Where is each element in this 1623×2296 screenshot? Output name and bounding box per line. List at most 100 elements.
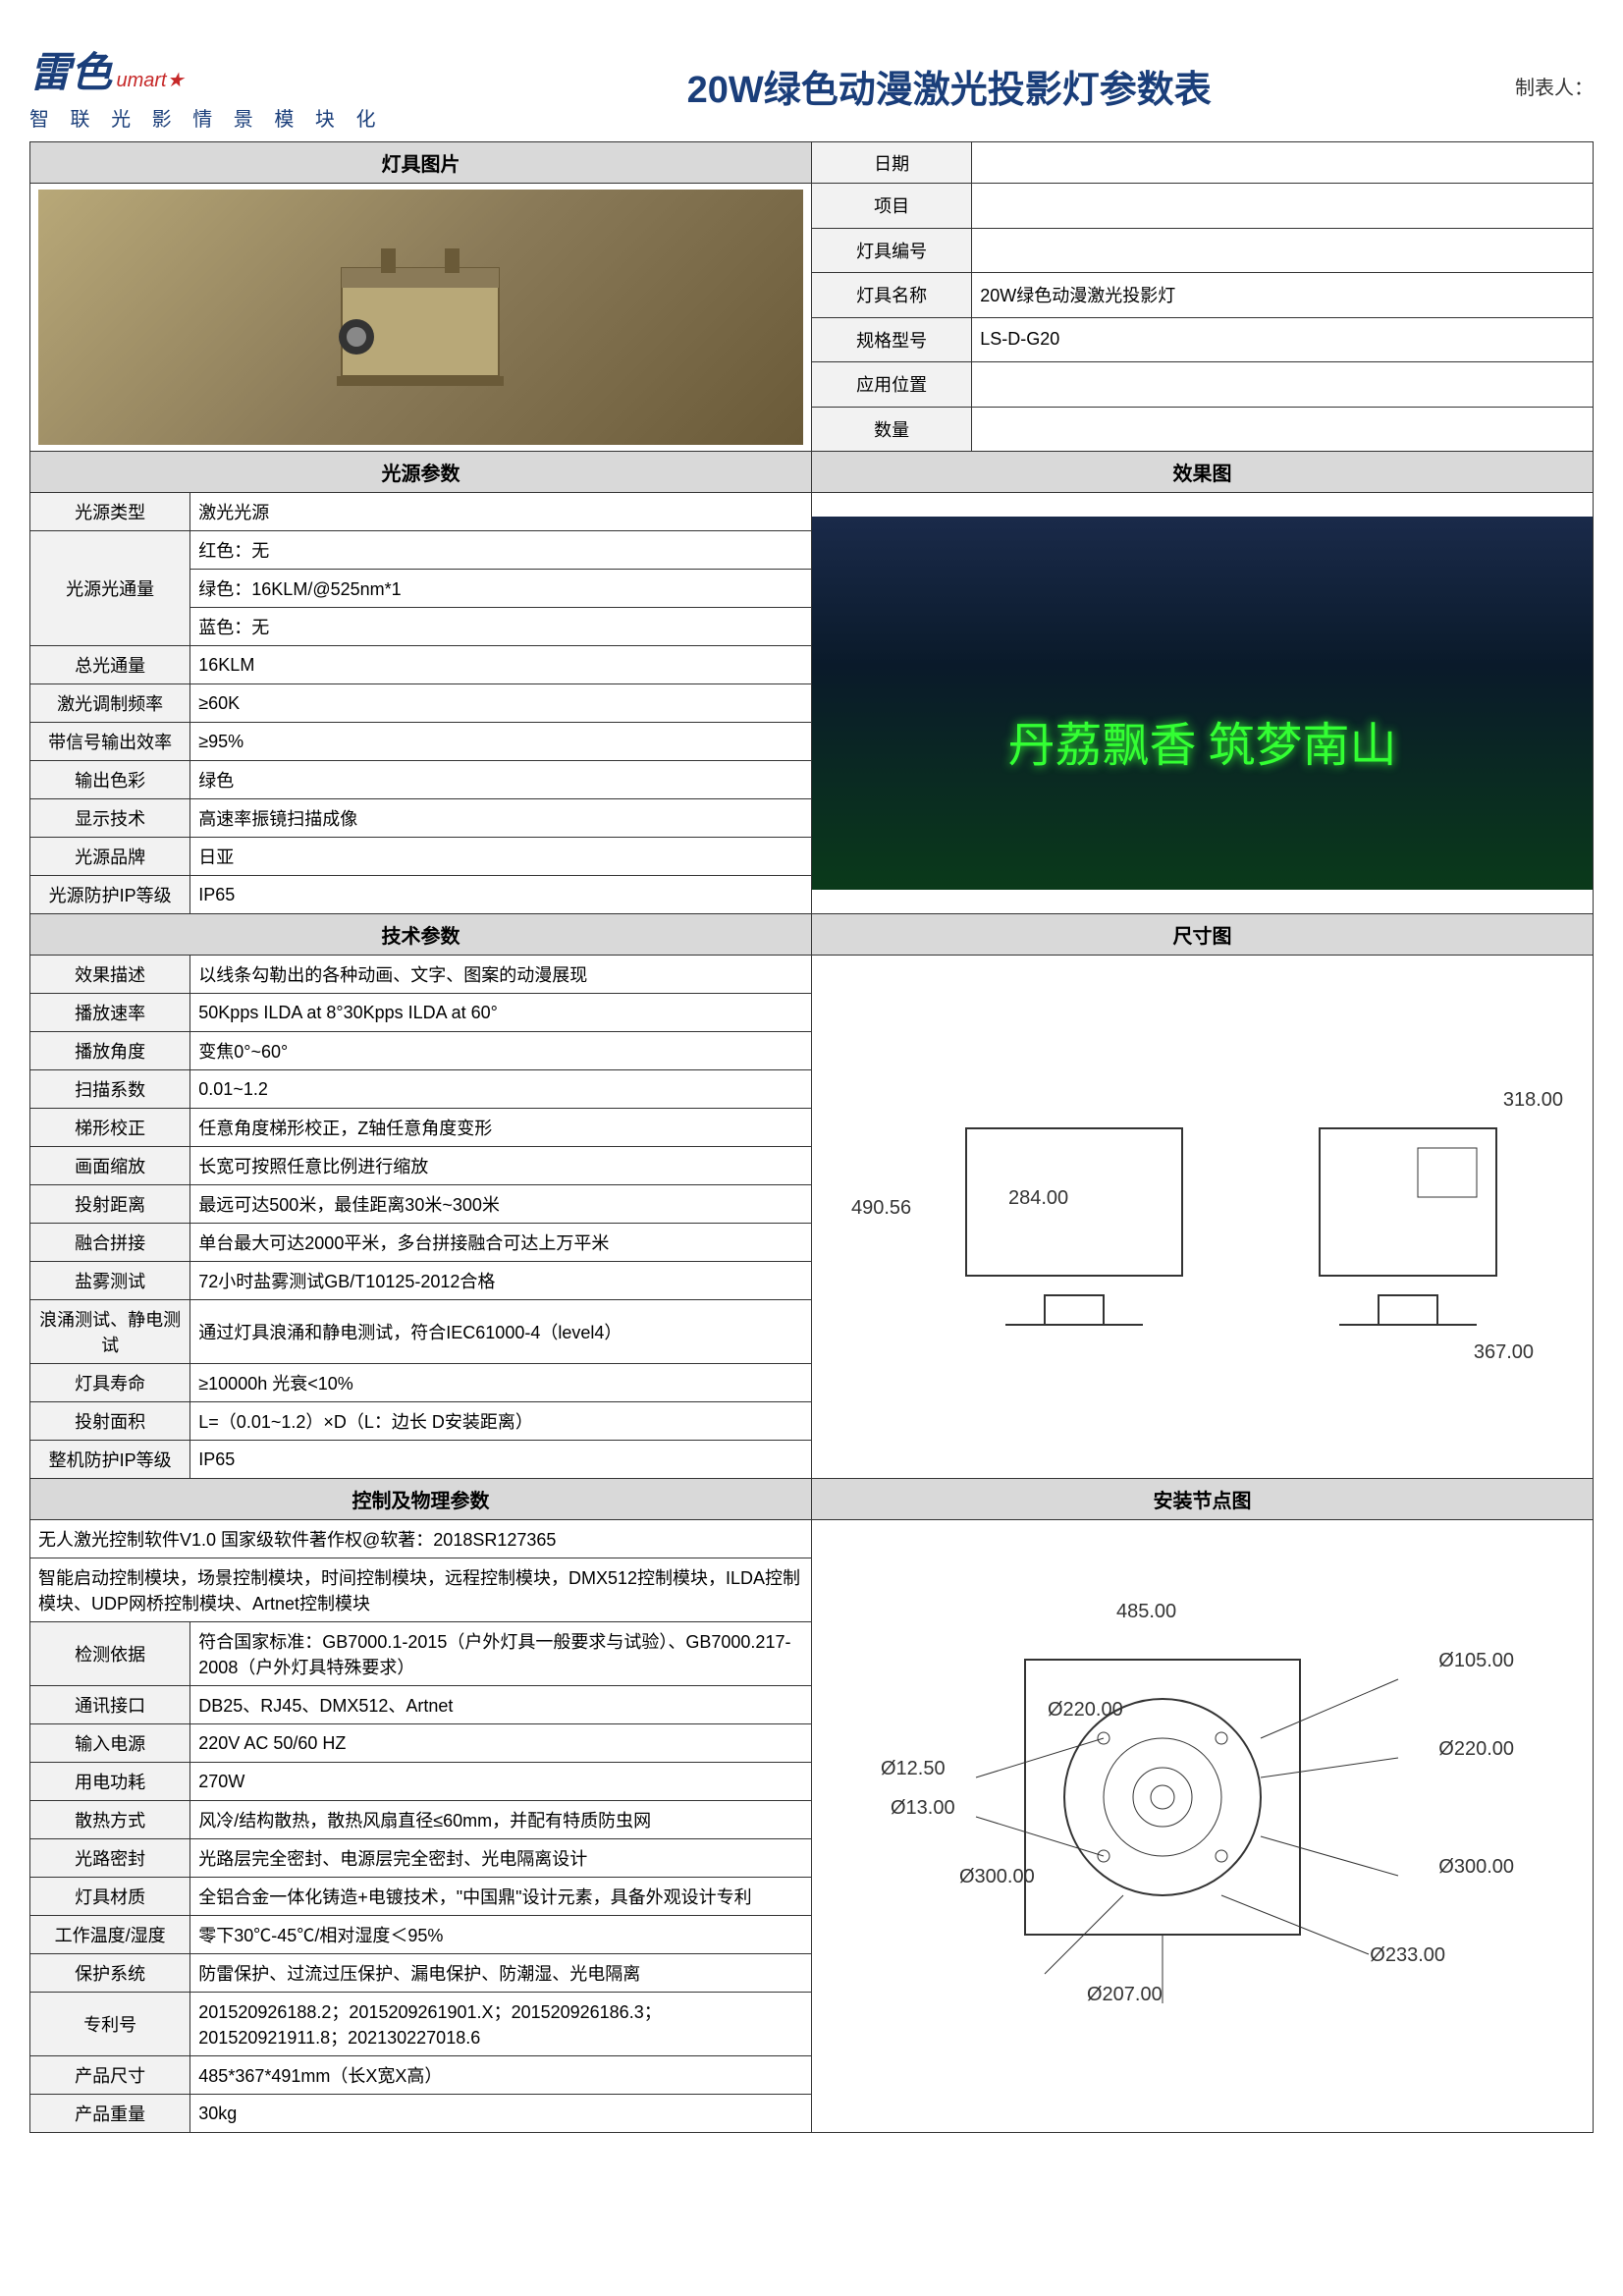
value-tech-5: 长宽可按照任意比例进行缩放 [190,1147,812,1185]
value-fixture-no [972,228,1594,273]
value-ctrl-9: 201520926188.2；201520926190­1.X；20152092… [190,1993,812,2056]
value-ctrl-1: DB25、RJ45、DMX512、Artnet [190,1686,812,1724]
value-total-flux: 16KLM [190,646,812,684]
value-ls-type: 激光光源 [190,493,812,531]
label-signal-eff: 带信号输出效率 [30,723,190,761]
value-signal-eff: ≥95% [190,723,812,761]
product-image-cell [30,184,812,452]
label-tech-12: 整机防护IP等级 [30,1441,190,1479]
label-qty: 数量 [811,407,971,452]
label-display-tech: 显示技术 [30,799,190,838]
value-output-color: 绿色 [190,761,812,799]
label-tech-10: 灯具寿命 [30,1364,190,1402]
value-tech-6: 最远可达500米，最佳距离30米~300米 [190,1185,812,1224]
value-ctrl-3: 270W [190,1763,812,1801]
label-ctrl-11: 产品重量 [30,2095,190,2133]
value-ctrl-8: 防雷保护、过流过压保护、漏电保护、防潮湿、光电隔离 [190,1954,812,1993]
spec-table: 灯具图片 日期 项目 灯具编号 灯具名称 20W绿色动漫激光投影灯 规格型号 L… [29,141,1594,2133]
ins-d8: Ø220.00 [1438,1738,1514,1761]
value-ctrl-6: 全铝合金一体化铸造+电镀技术，"中国鼎"设计元素，具备外观设计专利 [190,1878,812,1916]
value-ls-flux-b: 蓝色：无 [190,608,812,646]
label-tech-1: 播放速率 [30,994,190,1032]
label-tech-8: 盐雾测试 [30,1262,190,1300]
value-tech-4: 任意角度梯形校正，Z轴任意角度变形 [190,1109,812,1147]
dim-image-cell: 490.56 284.00 318.00 367.00 [811,956,1593,1479]
effect-image [812,517,1593,890]
label-fixture-name: 灯具名称 [811,273,971,318]
label-ctrl-9: 专利号 [30,1993,190,2056]
label-tech-6: 投射距离 [30,1185,190,1224]
label-ctrl-3: 用电功耗 [30,1763,190,1801]
value-ctrl-7: 零下30℃-45℃/相对湿度＜95% [190,1916,812,1954]
dim-w1: 490.56 [851,1197,911,1220]
value-tech-12: IP65 [190,1441,812,1479]
effect-image-cell [811,493,1593,914]
value-project [972,184,1594,229]
value-mod-freq: ≥60K [190,684,812,723]
label-ctrl-8: 保护系统 [30,1954,190,1993]
value-ctrl-2: 220V AC 50/60 HZ [190,1724,812,1763]
control-modules: 智能启动控制模块，场景控制模块，时间控制模块，远程控制模块，DMX512控制模块… [30,1558,812,1622]
value-ctrl-4: 风冷/结构散热，散热风扇直径≤60mm，并配有特质防虫网 [190,1801,812,1839]
value-ctrl-10: 485*367*491mm（长X宽X高） [190,2056,812,2095]
page-header: 雷色 umart★ 智 联 光 影 情 景 模 块 化 20W绿色动漫激光投影灯… [29,39,1594,132]
label-ctrl-0: 检测依据 [30,1622,190,1686]
value-tech-1: 50Kpps ILDA at 8°30Kpps ILDA at 60° [190,994,812,1032]
value-tech-10: ≥10000h 光衰<10% [190,1364,812,1402]
section-light-source: 光源参数 [30,452,812,493]
section-control: 控制及物理参数 [30,1479,812,1520]
label-ctrl-6: 灯具材质 [30,1878,190,1916]
label-ctrl-7: 工作温度/湿度 [30,1916,190,1954]
label-project: 项目 [811,184,971,229]
label-ctrl-5: 光路密封 [30,1839,190,1878]
label-ctrl-10: 产品尺寸 [30,2056,190,2095]
label-ls-flux: 光源光通量 [30,531,190,646]
control-software: 无人激光控制软件V1.0 国家级软件著作权@软著：2018SR127365 [30,1520,812,1558]
label-ls-brand: 光源品牌 [30,838,190,876]
value-tech-11: L=（0.01~1.2）×D（L：边长 D安装距离） [190,1402,812,1441]
value-tech-8: 72小时盐雾测试GB/T10125-2012合格 [190,1262,812,1300]
ins-d9: Ø300.00 [1438,1856,1514,1879]
label-model: 规格型号 [811,317,971,362]
value-tech-7: 单台最大可达2000平米，多台拼接融合可达上万平米 [190,1224,812,1262]
value-tech-0: 以线条勾勒出的各种动画、文字、图案的动漫展现 [190,956,812,994]
label-ls-ip: 光源防护IP等级 [30,876,190,914]
value-ctrl-11: 30kg [190,2095,812,2133]
logo-main: 雷色 [29,51,112,96]
label-output-color: 输出色彩 [30,761,190,799]
label-tech-4: 梯形校正 [30,1109,190,1147]
section-effect-img: 效果图 [811,452,1593,493]
dim-w3: 318.00 [1503,1089,1563,1112]
value-location [972,362,1594,408]
author-label: 制表人： [1515,72,1594,100]
value-ctrl-5: 光路层完全密封、电源层完全密封、光电隔离设计 [190,1839,812,1878]
value-tech-2: 变焦0°~60° [190,1032,812,1070]
label-tech-9: 浪涌测试、静电测试 [30,1300,190,1364]
dim-w4: 367.00 [1474,1341,1534,1364]
ins-d10: Ø233.00 [1370,1944,1445,1967]
label-location: 应用位置 [811,362,971,408]
label-ctrl-4: 散热方式 [30,1801,190,1839]
ins-d5: Ø300.00 [959,1866,1035,1888]
ins-d4: Ø13.00 [891,1797,955,1820]
section-dim-img: 尺寸图 [811,914,1593,956]
logo-block: 雷色 umart★ 智 联 光 影 情 景 模 块 化 [29,39,383,132]
value-tech-3: 0.01~1.2 [190,1070,812,1109]
value-ctrl-0: 符合国家标准：GB7000.1-2015（户外灯具一般要求与试验）、GB7000… [190,1622,812,1686]
value-model: LS-D-G20 [972,317,1594,362]
value-ls-flux-g: 绿色：16KLM/@525nm*1 [190,570,812,608]
label-ls-type: 光源类型 [30,493,190,531]
ins-d2: Ø220.00 [1048,1699,1123,1722]
install-image-cell: 485.00 Ø220.00 Ø12.50 Ø13.00 Ø300.00 Ø20… [811,1520,1593,2133]
value-ls-brand: 日亚 [190,838,812,876]
dimension-diagram: 490.56 284.00 318.00 367.00 [812,1050,1593,1384]
label-tech-5: 画面缩放 [30,1147,190,1185]
ins-d3: Ø12.50 [881,1758,946,1780]
value-fixture-name: 20W绿色动漫激光投影灯 [972,273,1594,318]
value-tech-9: 通过灯具浪涌和静电测试，符合IEC61000-4（level4） [190,1300,812,1364]
logo-slogan: 智 联 光 影 情 景 模 块 化 [29,103,383,132]
ins-d7: Ø105.00 [1438,1650,1514,1672]
value-ls-flux-r: 红色：无 [190,531,812,570]
label-tech-3: 扫描系数 [30,1070,190,1109]
label-tech-7: 融合拼接 [30,1224,190,1262]
